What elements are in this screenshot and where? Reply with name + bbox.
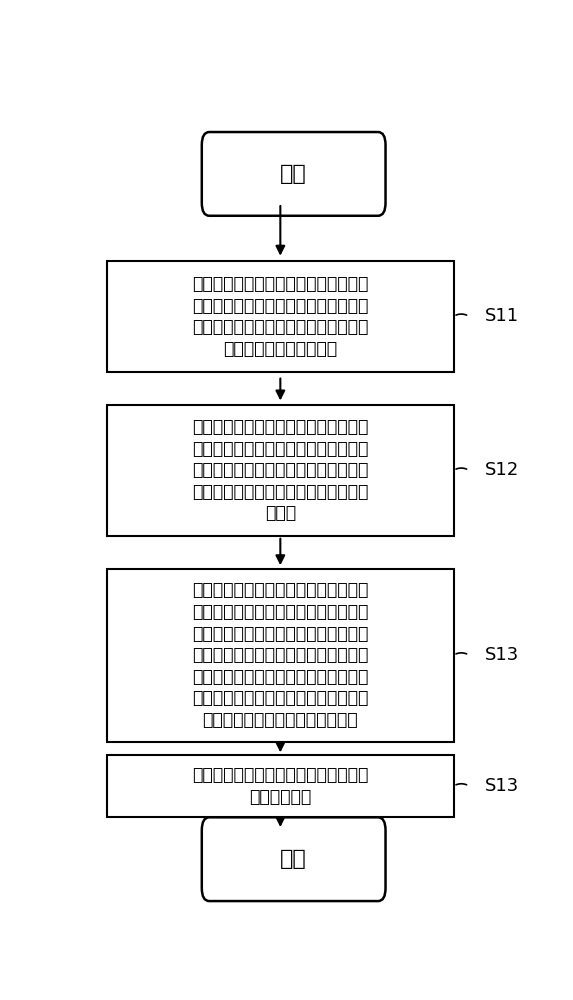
Bar	[107, 405, 454, 536]
Text: 下每个所述压电陶瓷传感器的机电阻抗: 下每个所述压电陶瓷传感器的机电阻抗	[192, 318, 368, 336]
Text: S13: S13	[485, 646, 519, 664]
Text: 伤指标: 伤指标	[265, 504, 296, 522]
Bar	[107, 755, 454, 817]
Text: 个所述压电陶瓷传感器的机电阻抗数据: 个所述压电陶瓷传感器的机电阻抗数据	[192, 440, 368, 458]
Text: 集信号时，每个像素点的损伤概率: 集信号时，每个像素点的损伤概率	[202, 711, 358, 729]
Text: ，基于所述第一损伤指标计算每个像素: ，基于所述第一损伤指标计算每个像素	[192, 646, 368, 664]
Bar	[107, 261, 454, 372]
Text: 根据所述每个像素的所述目标灰阶调整: 根据所述每个像素的所述目标灰阶调整	[192, 766, 368, 784]
Text: S13: S13	[485, 777, 519, 795]
Text: 开始: 开始	[280, 164, 307, 184]
Text: S11: S11	[485, 307, 519, 325]
FancyBboxPatch shape	[202, 817, 386, 901]
Text: 结束: 结束	[280, 849, 307, 869]
Bar	[107, 569, 454, 742]
Text: 所述显示面板: 所述显示面板	[249, 788, 312, 806]
Text: S12: S12	[485, 461, 519, 479]
Text: 以作为真实损伤信号，基于所述第一基: 以作为真实损伤信号，基于所述第一基	[192, 461, 368, 479]
Text: 点相对于一所述压电陶瓷传感器的权重: 点相对于一所述压电陶瓷传感器的权重	[192, 668, 368, 686]
Text: 多个像素点，将每个像素点与一所述压: 多个像素点，将每个像素点与一所述压	[192, 603, 368, 621]
Text: 将所述待检测试件上的检测区域划分为: 将所述待检测试件上的检测区域划分为	[192, 581, 368, 599]
Text: 准信号和所述真实损伤信号得到第一损: 准信号和所述真实损伤信号得到第一损	[192, 483, 368, 501]
Text: 电陶瓷传感器的距离代入损伤分布函数: 电陶瓷传感器的距离代入损伤分布函数	[192, 625, 368, 643]
Text: 因子，得到以一所述压电陶瓷传感器采: 因子，得到以一所述压电陶瓷传感器采	[192, 689, 368, 707]
Text: 以待检测试件上设置的多个压电陶瓷传: 以待检测试件上设置的多个压电陶瓷传	[192, 275, 368, 293]
FancyBboxPatch shape	[202, 132, 386, 216]
Text: 感器，测量所述待检测试件在无损状态: 感器，测量所述待检测试件在无损状态	[192, 297, 368, 315]
Text: 在所述待检测试件出现损伤时，测量每: 在所述待检测试件出现损伤时，测量每	[192, 418, 368, 436]
Text: 数据以作为第一基准信号: 数据以作为第一基准信号	[223, 340, 337, 358]
